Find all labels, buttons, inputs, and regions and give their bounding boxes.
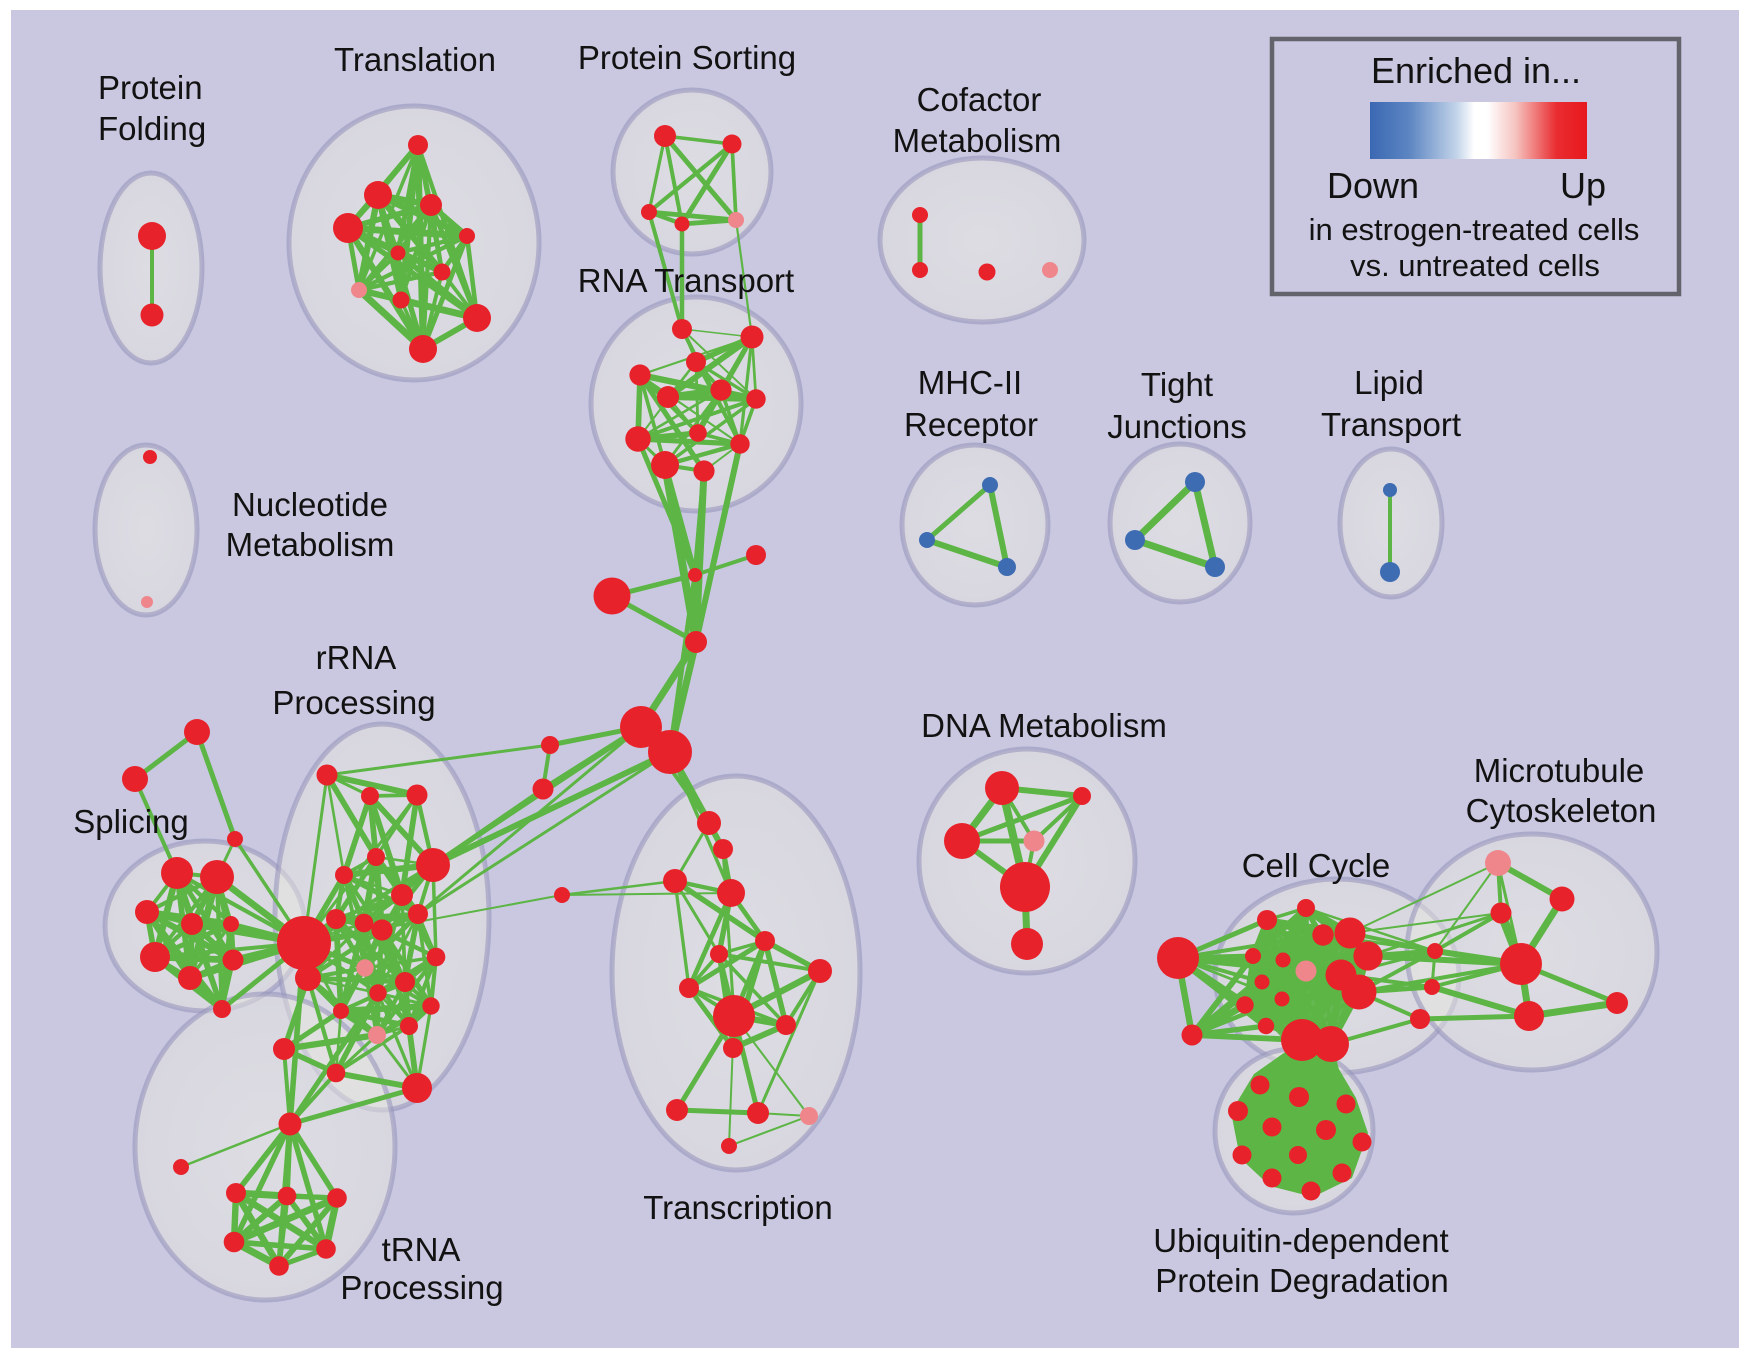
svg-text:Processing: Processing — [340, 1269, 503, 1306]
svg-text:Protein: Protein — [98, 69, 203, 106]
svg-text:MHC-II: MHC-II — [918, 364, 1022, 401]
svg-text:Transport: Transport — [1321, 406, 1461, 443]
svg-text:Tight: Tight — [1141, 366, 1213, 403]
svg-text:Cell Cycle: Cell Cycle — [1242, 847, 1391, 884]
svg-text:Nucleotide: Nucleotide — [232, 486, 388, 523]
svg-text:Protein Degradation: Protein Degradation — [1155, 1262, 1449, 1299]
svg-text:Microtubule: Microtubule — [1474, 752, 1645, 789]
svg-text:RNA Transport: RNA Transport — [578, 262, 794, 299]
svg-text:Lipid: Lipid — [1354, 364, 1424, 401]
svg-text:Metabolism: Metabolism — [226, 526, 395, 563]
svg-text:vs. untreated cells: vs. untreated cells — [1350, 248, 1600, 283]
svg-text:rRNA: rRNA — [316, 639, 397, 676]
svg-text:DNA Metabolism: DNA Metabolism — [921, 707, 1167, 744]
svg-text:in estrogen-treated cells: in estrogen-treated cells — [1309, 212, 1640, 247]
svg-text:Ubiquitin-dependent: Ubiquitin-dependent — [1153, 1222, 1448, 1259]
svg-text:Down: Down — [1327, 165, 1419, 206]
svg-text:Protein Sorting: Protein Sorting — [578, 39, 796, 76]
svg-text:Cytoskeleton: Cytoskeleton — [1466, 792, 1657, 829]
svg-text:Receptor: Receptor — [904, 406, 1038, 443]
svg-text:Splicing: Splicing — [73, 803, 189, 840]
svg-text:Junctions: Junctions — [1107, 408, 1246, 445]
svg-text:Metabolism: Metabolism — [893, 122, 1062, 159]
svg-text:Translation: Translation — [334, 41, 496, 78]
svg-text:Folding: Folding — [98, 110, 206, 147]
svg-text:Enriched in...: Enriched in... — [1371, 50, 1581, 91]
svg-text:tRNA: tRNA — [382, 1231, 461, 1268]
svg-text:Cofactor: Cofactor — [917, 81, 1042, 118]
svg-text:Up: Up — [1560, 165, 1606, 206]
svg-text:Transcription: Transcription — [643, 1189, 833, 1226]
svg-text:Processing: Processing — [272, 684, 435, 721]
